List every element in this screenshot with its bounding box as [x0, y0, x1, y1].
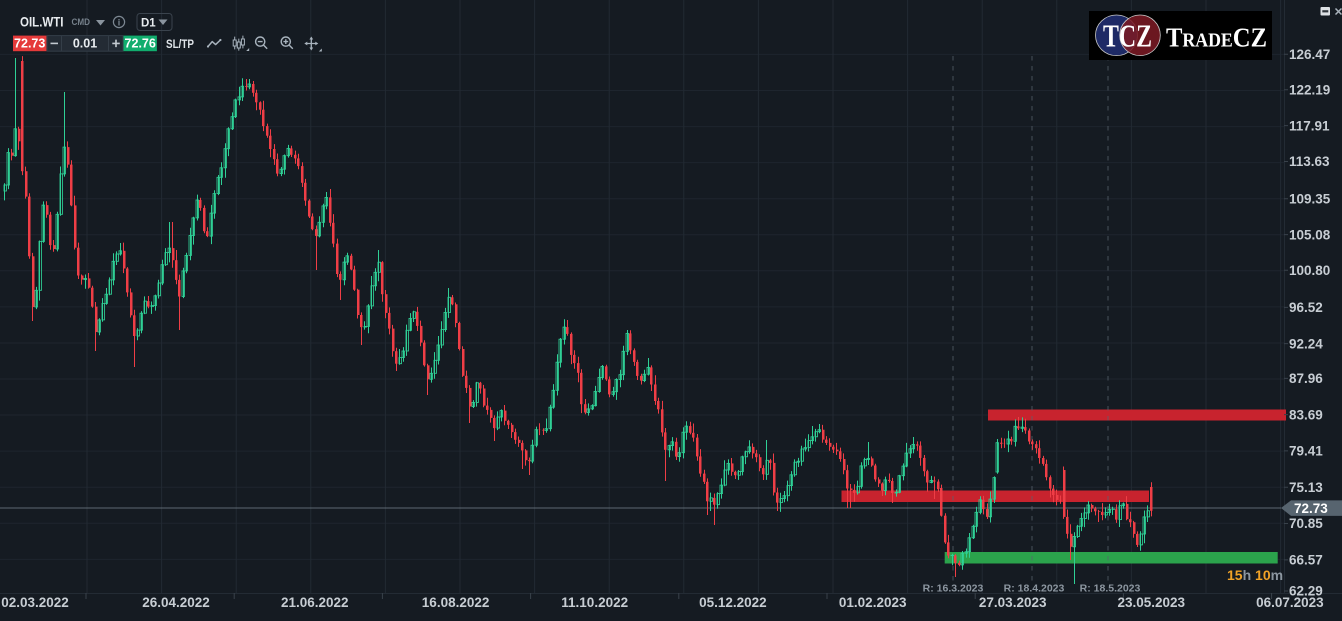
svg-text:83.69: 83.69: [1289, 407, 1323, 422]
svg-text:113.63: 113.63: [1289, 154, 1330, 169]
svg-text:122.19: 122.19: [1289, 83, 1330, 98]
svg-text:11.10.2022: 11.10.2022: [561, 595, 628, 610]
svg-text:01.02.2023: 01.02.2023: [839, 595, 907, 610]
svg-text:70.85: 70.85: [1289, 516, 1323, 531]
svg-text:109.35: 109.35: [1289, 192, 1331, 207]
svg-text:72.73: 72.73: [1294, 501, 1328, 516]
svg-text:15h 10m: 15h 10m: [1227, 567, 1283, 583]
svg-text:79.41: 79.41: [1289, 444, 1323, 459]
svg-text:117.91: 117.91: [1289, 118, 1330, 133]
svg-text:100.80: 100.80: [1289, 263, 1330, 278]
svg-text:62.29: 62.29: [1289, 584, 1323, 599]
svg-text:27.03.2023: 27.03.2023: [979, 595, 1047, 610]
svg-text:R: 18.5.2023: R: 18.5.2023: [1080, 583, 1141, 595]
svg-text:02.03.2022: 02.03.2022: [1, 595, 69, 610]
svg-text:05.12.2022: 05.12.2022: [699, 595, 767, 610]
svg-text:92.24: 92.24: [1289, 336, 1323, 351]
svg-text:105.08: 105.08: [1289, 227, 1331, 242]
svg-text:126.47: 126.47: [1289, 47, 1330, 62]
svg-text:72.76: 72.76: [125, 37, 156, 51]
svg-text:R: 18.4.2023: R: 18.4.2023: [1004, 583, 1065, 595]
svg-text:26.04.2022: 26.04.2022: [142, 595, 210, 610]
svg-text:66.57: 66.57: [1289, 553, 1323, 568]
svg-text:23.05.2023: 23.05.2023: [1118, 595, 1186, 610]
svg-text:96.52: 96.52: [1289, 300, 1323, 315]
svg-text:TCZ: TCZ: [1103, 18, 1152, 54]
svg-text:87.96: 87.96: [1289, 371, 1323, 386]
svg-text:21.06.2022: 21.06.2022: [281, 595, 349, 610]
svg-text:0.01: 0.01: [73, 37, 97, 51]
svg-text:i: i: [118, 18, 121, 28]
svg-text:72.73: 72.73: [14, 37, 45, 51]
svg-text:75.13: 75.13: [1289, 480, 1323, 495]
svg-text:CMD: CMD: [72, 17, 91, 28]
svg-text:OIL.WTI: OIL.WTI: [20, 15, 64, 30]
svg-text:06.07.2023: 06.07.2023: [1256, 595, 1324, 610]
svg-text:R: 16.3.2023: R: 16.3.2023: [923, 583, 984, 595]
svg-text:16.08.2022: 16.08.2022: [422, 595, 490, 610]
svg-text:SL/TP: SL/TP: [166, 37, 194, 51]
svg-text:D1: D1: [141, 18, 156, 30]
